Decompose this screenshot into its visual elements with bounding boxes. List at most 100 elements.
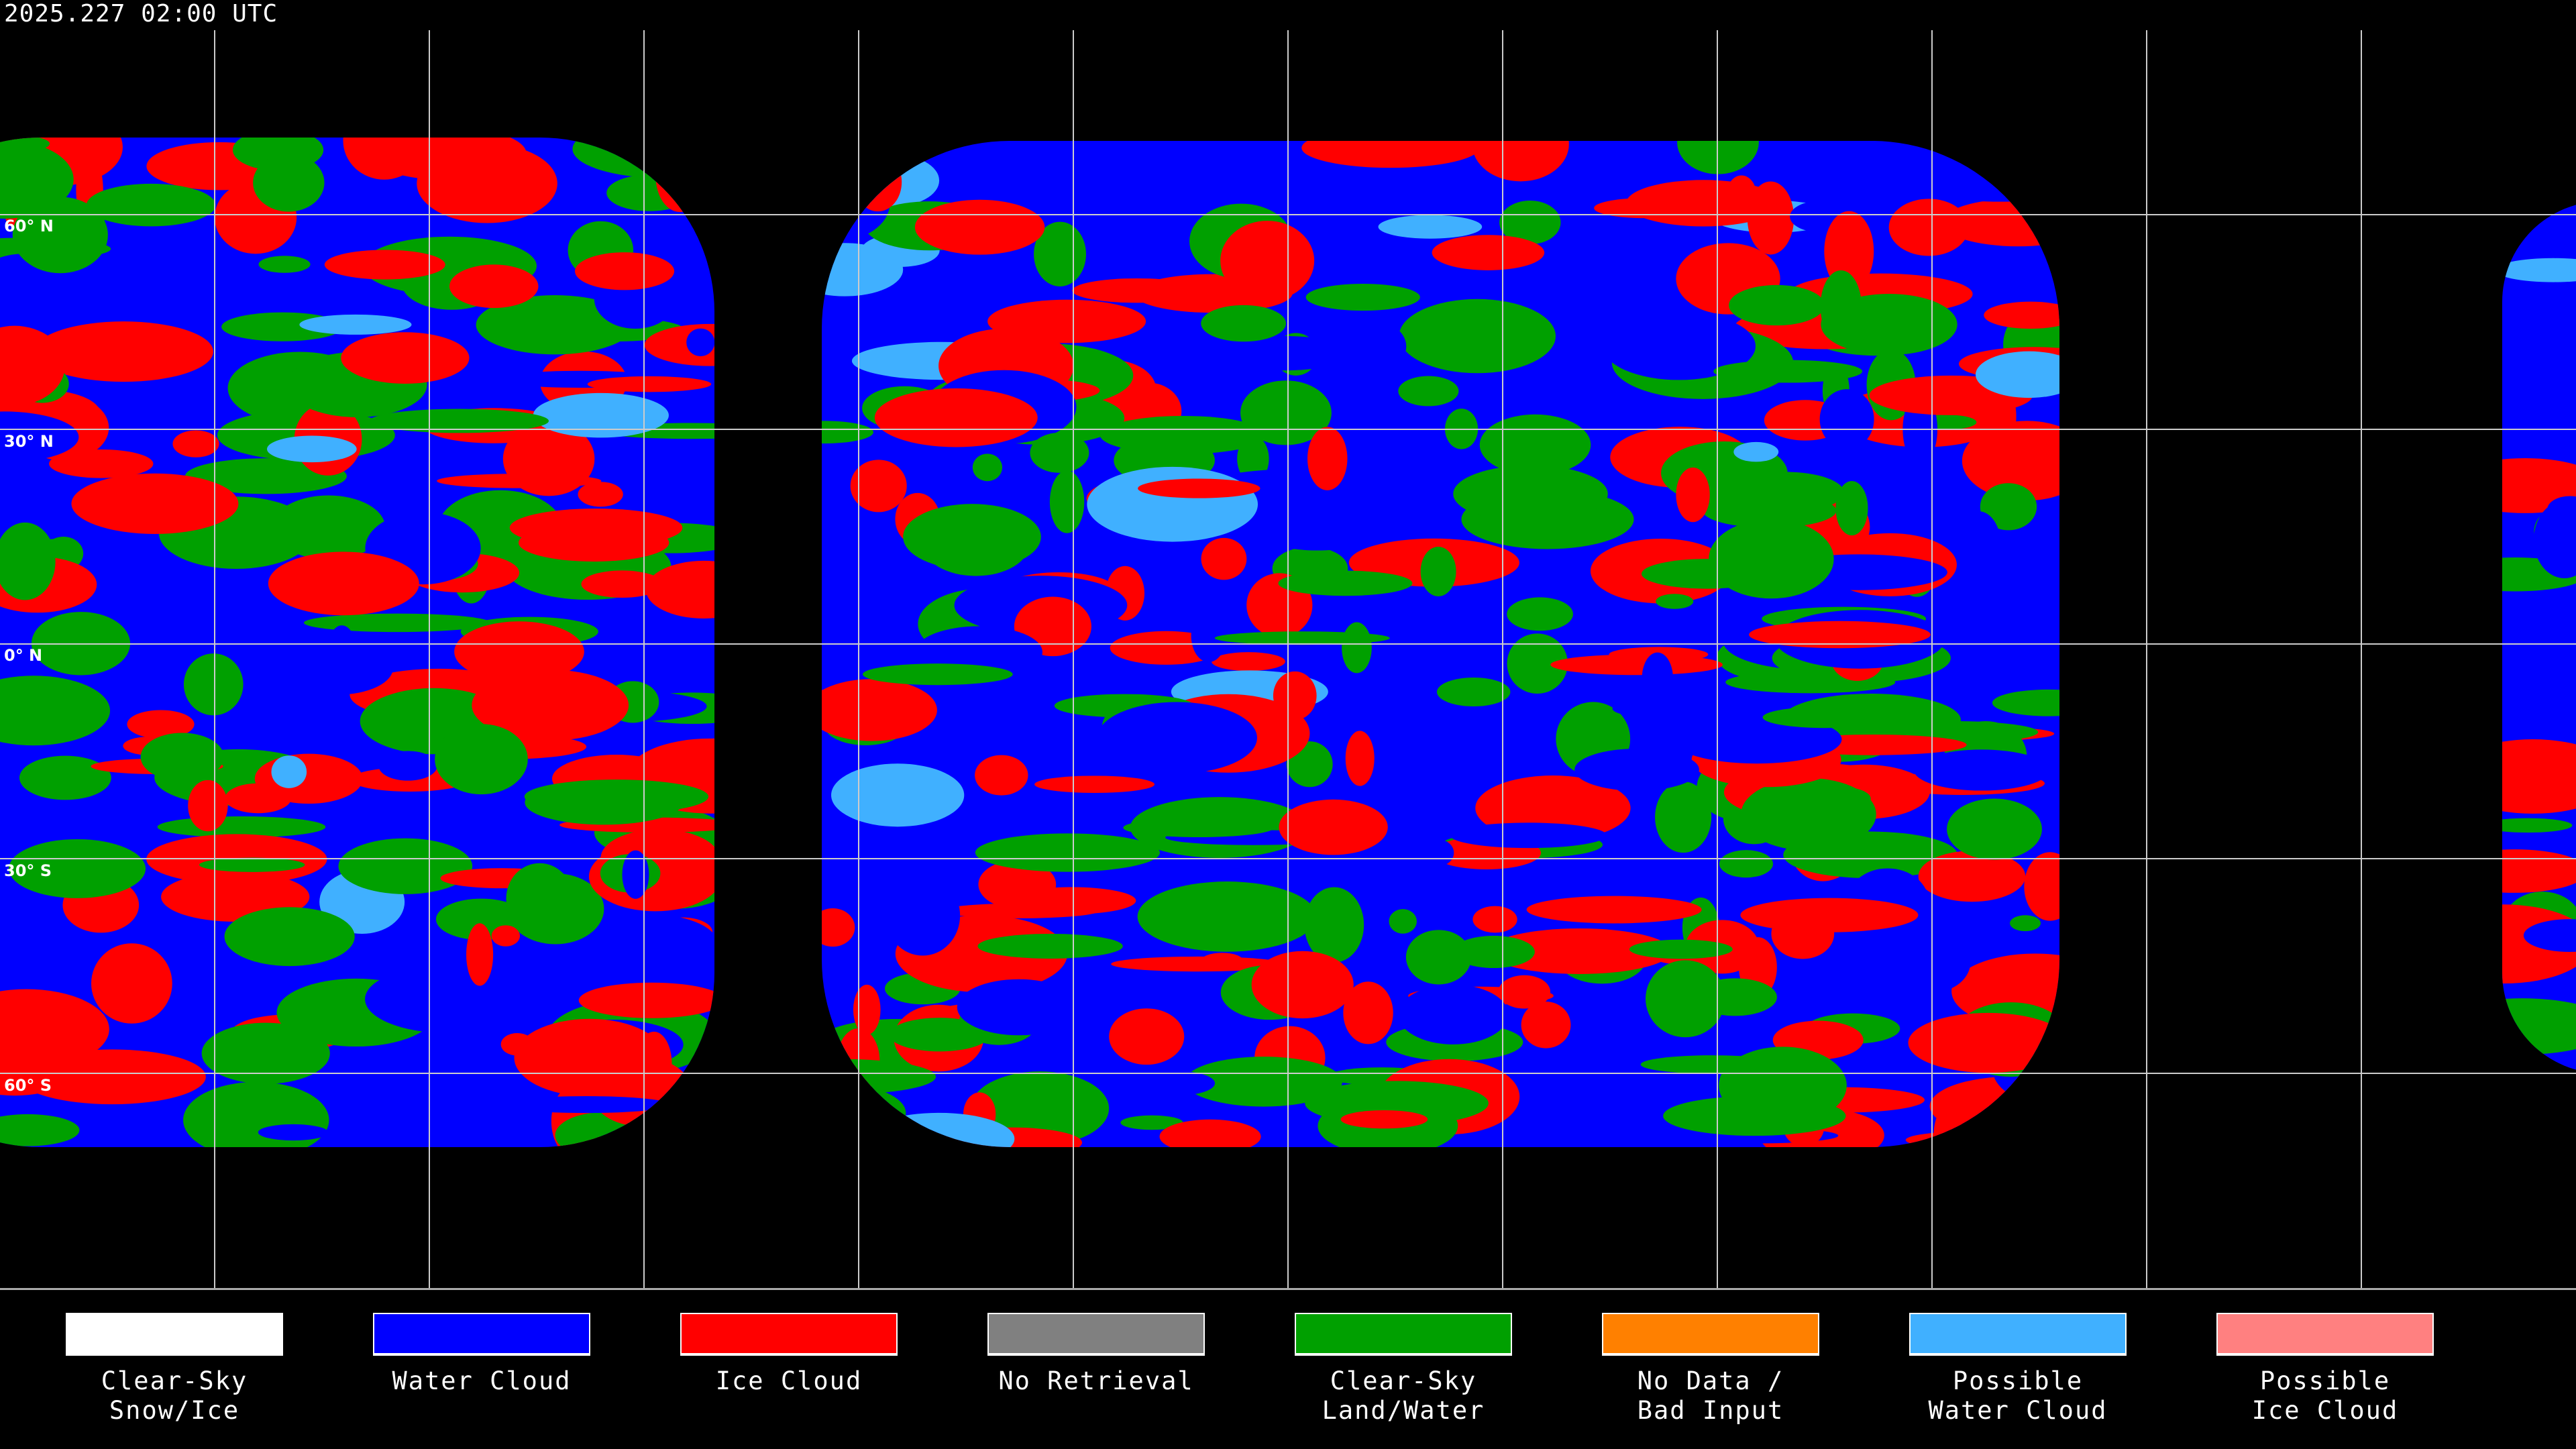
legend-swatch [373,1313,590,1356]
cloud-patch [1992,689,2059,716]
cloud-patch [1941,199,2059,247]
cloud-patch [1896,930,1971,992]
satellite-swath-west [0,138,714,1147]
cloud-patch [34,321,213,382]
cloud-patch [850,460,907,513]
legend-item: Possible Water Cloud [1909,1313,2127,1426]
cloud-patch [1087,466,1258,542]
cloud-patch [1933,1104,1964,1147]
cloud-patch [1957,1122,2059,1143]
cloud-patch [2502,258,2576,282]
cloud-patch [111,796,178,841]
lat-label-30n: 30° N [4,432,54,451]
cloud-patch [1389,161,1448,222]
legend-swatch [66,1313,283,1356]
cloud-patch [299,314,412,335]
cloud-patch [321,288,414,321]
cloud-patch [885,875,961,956]
cloud-patch [1646,960,1725,1038]
cloud-patch [1913,749,2049,791]
cloud-patch [1212,652,1285,672]
cloud-patch [957,979,1081,1036]
cloud-patch [1201,953,1244,969]
cloud-patch [655,141,704,213]
cloud-patch [0,254,78,333]
cloud-patch [1399,299,1556,374]
cloud-patch [1929,184,2059,202]
cloud-patch [1072,278,1202,303]
cloud-patch [1472,141,1569,182]
cloud-patch [1741,777,1876,851]
cloud-patch [1905,1131,2033,1147]
cloud-patch [345,138,455,163]
cloud-patch [1749,621,1931,649]
cloud-patch [1201,305,1287,342]
cloud-patch [1138,478,1260,498]
cloud-patch [502,1096,671,1114]
cloud-patch [2534,500,2576,578]
cloud-patch [1982,382,2017,450]
cloud-patch [1642,559,1772,589]
cloud-patch [417,144,557,223]
cloud-patch [1378,215,1483,239]
cloud-patch [972,453,1003,482]
cloud-patch [1099,416,1267,454]
cloud-patch [1918,851,2026,902]
legend-label: Clear-Sky Snow/Ice [101,1366,248,1425]
cloud-patch [1676,467,1710,523]
cloud-patch [1574,748,1699,791]
cloud-patch [341,332,470,384]
legend-item: Water Cloud [373,1313,590,1396]
cloud-patch [587,376,712,392]
cloud-patch [1703,493,1837,528]
cloud-patch [589,914,714,976]
cloud-patch [1220,221,1315,301]
cloud-phase-map [0,30,2576,1288]
cloud-patch [1405,930,1472,985]
cloud-patch [1097,702,1257,774]
cloud-patch [1740,898,1919,932]
lat-label-0n: 0° N [4,646,43,665]
cloud-patch [0,325,65,406]
cloud-patch [1499,201,1561,245]
lat-label-60n: 60° N [4,217,54,235]
cloud-patch [1629,939,1733,959]
legend-item: Possible Ice Cloud [2216,1313,2434,1426]
cloud-patch [572,138,714,178]
cloud-patch [86,183,216,227]
cloud-patch [303,613,491,633]
cloud-patch [258,256,311,273]
cloud-patch [454,621,584,682]
cloud-patch [831,763,965,827]
cloud-patch [1472,906,1517,933]
timestamp-title: 2025.227 02:00 UTC [4,0,278,28]
cloud-patch [1030,432,1089,473]
legend-swatch [987,1313,1205,1356]
legend-item: No Retrieval [987,1313,1205,1396]
cloud-patch [686,328,714,357]
cloud-patch [1034,775,1155,793]
cloud-patch [224,907,355,967]
cloud-patch [199,857,305,872]
cloud-patch [1642,652,1673,704]
cloud-patch [172,430,219,458]
legend-label: Ice Cloud [715,1366,863,1395]
cloud-patch [1947,798,2042,860]
cloud-patch [903,504,1041,570]
cloud-patch [1123,818,1275,837]
cloud-patch [1315,317,1407,376]
cloud-patch [378,751,437,781]
cloud-patch [645,560,714,619]
legend-item: No Data / Bad Input [1602,1313,1819,1426]
cloud-patch [184,458,347,494]
cloud-patch [1487,928,1672,974]
cloud-patch [1137,881,1317,952]
cloud-patch [466,923,494,986]
cloud-patch [19,755,111,800]
cloud-patch [1581,246,1672,320]
cloud-patch [0,411,79,463]
cloud-patch [0,522,56,600]
cloud-patch [107,559,161,618]
cloud-patch [1450,822,1607,849]
cloud-patch [822,908,855,947]
